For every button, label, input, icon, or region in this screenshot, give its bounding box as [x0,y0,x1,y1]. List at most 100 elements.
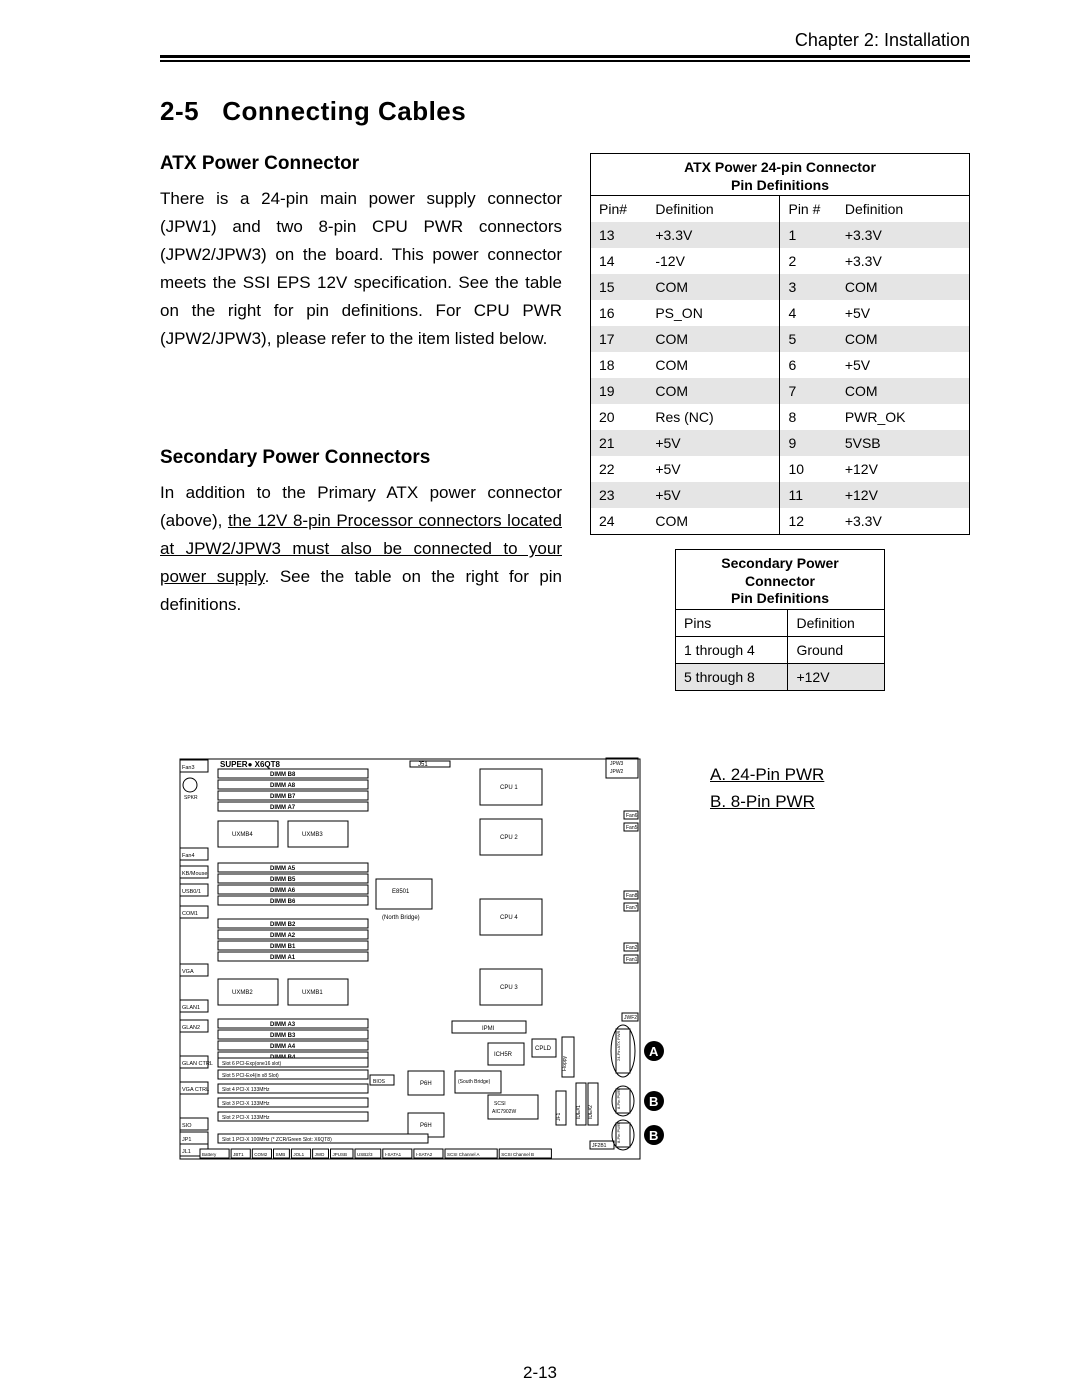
table-row: 20Res (NC)8PWR_OK [591,404,970,430]
svg-text:Fan8: Fan8 [626,893,638,899]
svg-text:JF2B1: JF2B1 [592,1143,607,1149]
section-title: Connecting Cables [222,96,466,126]
svg-text:P6H: P6H [420,1081,432,1087]
left-column: ATX Power Connector There is a 24-pin ma… [160,153,562,644]
svg-text:DIMM B5: DIMM B5 [270,877,296,883]
svg-text:DIMM A5: DIMM A5 [270,866,296,872]
svg-text:I-SATA2: I-SATA2 [416,1152,433,1157]
svg-text:JWD: JWD [315,1152,325,1157]
svg-text:JOL1: JOL1 [293,1152,304,1157]
atx-pin-table: ATX Power 24-pin Connector Pin Definitio… [590,153,970,535]
svg-text:COM2: COM2 [254,1152,267,1157]
svg-text:JWF2: JWF2 [624,1015,637,1021]
table-row: 19COM7COM [591,378,970,404]
svg-text:Fan5: Fan5 [626,825,638,831]
svg-text:8-Pin PWR: 8-Pin PWR [616,1089,621,1109]
svg-text:IPMI: IPMI [482,1026,495,1032]
svg-text:DIMM A6: DIMM A6 [270,888,296,894]
svg-text:SUPER● X6QT8: SUPER● X6QT8 [220,760,281,769]
svg-text:Fan6: Fan6 [626,813,638,819]
atx-table-caption: ATX Power 24-pin Connector Pin Definitio… [590,153,970,195]
svg-text:Battery: Battery [202,1152,217,1157]
secondary-heading: Secondary Power Connectors [160,447,562,469]
legend: A. 24-Pin PWR B. 8-Pin PWR [710,761,824,815]
table-row: 22+5V10+12V [591,456,970,482]
section-number: 2-5 [160,96,199,126]
svg-text:KB/Mouse: KB/Mouse [182,871,207,877]
svg-text:Fan1: Fan1 [626,957,638,963]
svg-text:Fan2: Fan2 [626,945,638,951]
table-row: 1 through 4Ground [676,636,885,663]
table-row: 17COM5COM [591,326,970,352]
secondary-pin-table: Secondary Power Connector Pin Definition… [675,549,885,691]
svg-text:AIC7902W: AIC7902W [492,1109,516,1115]
svg-text:SCSI Channel A: SCSI Channel A [447,1152,480,1157]
svg-text:DIMM B7: DIMM B7 [270,794,296,800]
table-row: 13+3.3V1+3.3V [591,222,970,248]
svg-text:JPUSB: JPUSB [333,1152,348,1157]
svg-text:Slot 4 PCI-X 133MHz: Slot 4 PCI-X 133MHz [222,1087,270,1093]
secondary-table-caption: Secondary Power Connector Pin Definition… [675,549,885,609]
table-row: 24COM12+3.3V [591,508,970,535]
svg-text:SCSI Channel B: SCSI Channel B [501,1152,534,1157]
svg-text:UXMB4: UXMB4 [232,832,253,838]
svg-text:Fan3: Fan3 [182,765,195,771]
table-row: 15COM3COM [591,274,970,300]
right-column: ATX Power 24-pin Connector Pin Definitio… [590,153,970,691]
svg-text:CPU 2: CPU 2 [500,835,518,841]
svg-text:GLAN1: GLAN1 [182,1005,200,1011]
svg-text:DIMM A1: DIMM A1 [270,955,296,961]
atx-heading: ATX Power Connector [160,153,562,175]
svg-text:SMB: SMB [276,1152,286,1157]
section-heading: 2-5 Connecting Cables [160,96,970,127]
motherboard-diagram: SUPER● X6QT8 J51 Fan3Fan4KB/MouseUSB0/1C… [160,751,680,1171]
table-row: 5 through 8+12V [676,663,885,690]
svg-text:(South Bridge): (South Bridge) [458,1079,491,1085]
svg-text:UXMB3: UXMB3 [302,832,323,838]
svg-text:ICH5R: ICH5R [494,1052,513,1058]
svg-text:DIMM A7: DIMM A7 [270,805,296,811]
table-row: 23+5V11+12V [591,482,970,508]
svg-text:Slot 6 PCI-Exp(one16 slot): Slot 6 PCI-Exp(one16 slot) [222,1061,282,1067]
svg-text:DIMM A8: DIMM A8 [270,783,296,789]
svg-text:DIMM B3: DIMM B3 [270,1033,296,1039]
svg-text:JP1: JP1 [182,1137,191,1143]
table-row: 14-12V2+3.3V [591,248,970,274]
svg-text:24-Pin ATX PWR: 24-Pin ATX PWR [616,1030,621,1060]
svg-text:JF1: JF1 [556,1112,562,1121]
svg-text:JBT1: JBT1 [233,1152,244,1157]
svg-text:DIMM A2: DIMM A2 [270,933,296,939]
svg-text:SIO: SIO [182,1123,192,1129]
legend-a: A. 24-Pin PWR [710,761,824,788]
table-row: 18COM6+5V [591,352,970,378]
page-number: 2-13 [0,1363,1080,1383]
svg-text:CPLD: CPLD [535,1046,552,1052]
svg-text:DIMM B2: DIMM B2 [270,922,296,928]
atx-body: There is a 24-pin main power supply conn… [160,185,562,353]
header-rule [160,55,970,62]
svg-text:CPU 1: CPU 1 [500,785,518,791]
svg-text:BIOS: BIOS [373,1079,386,1085]
manual-page: Chapter 2: Installation 2-5 Connecting C… [0,0,1080,1397]
svg-text:(North Bridge): (North Bridge) [382,915,420,921]
svg-text:UXMB2: UXMB2 [232,990,253,996]
table-row: 16PS_ON4+5V [591,300,970,326]
svg-text:IDE#1: IDE#1 [576,1104,582,1118]
svg-text:CPU 3: CPU 3 [500,985,518,991]
secondary-body: In addition to the Primary ATX power con… [160,479,562,619]
svg-text:B: B [649,1128,658,1143]
svg-text:E8501: E8501 [392,889,410,895]
svg-text:Slot 5 PCI-Ex4(in x8 Slot): Slot 5 PCI-Ex4(in x8 Slot) [222,1073,279,1079]
svg-text:UXMB1: UXMB1 [302,990,323,996]
svg-text:VGA CTRL: VGA CTRL [182,1087,209,1093]
svg-text:P6H: P6H [420,1123,432,1129]
svg-text:IDE#2: IDE#2 [588,1104,594,1118]
bottom-area: SUPER● X6QT8 J51 Fan3Fan4KB/MouseUSB0/1C… [160,751,970,1171]
svg-text:8-Pin PWR: 8-Pin PWR [616,1123,621,1143]
svg-text:Floppy: Floppy [562,1055,568,1071]
svg-text:Fan4: Fan4 [182,853,195,859]
svg-text:DIMM B6: DIMM B6 [270,899,296,905]
svg-text:JPW3: JPW3 [610,761,624,767]
svg-text:SCSI: SCSI [494,1101,506,1107]
svg-text:CPU 4: CPU 4 [500,915,518,921]
